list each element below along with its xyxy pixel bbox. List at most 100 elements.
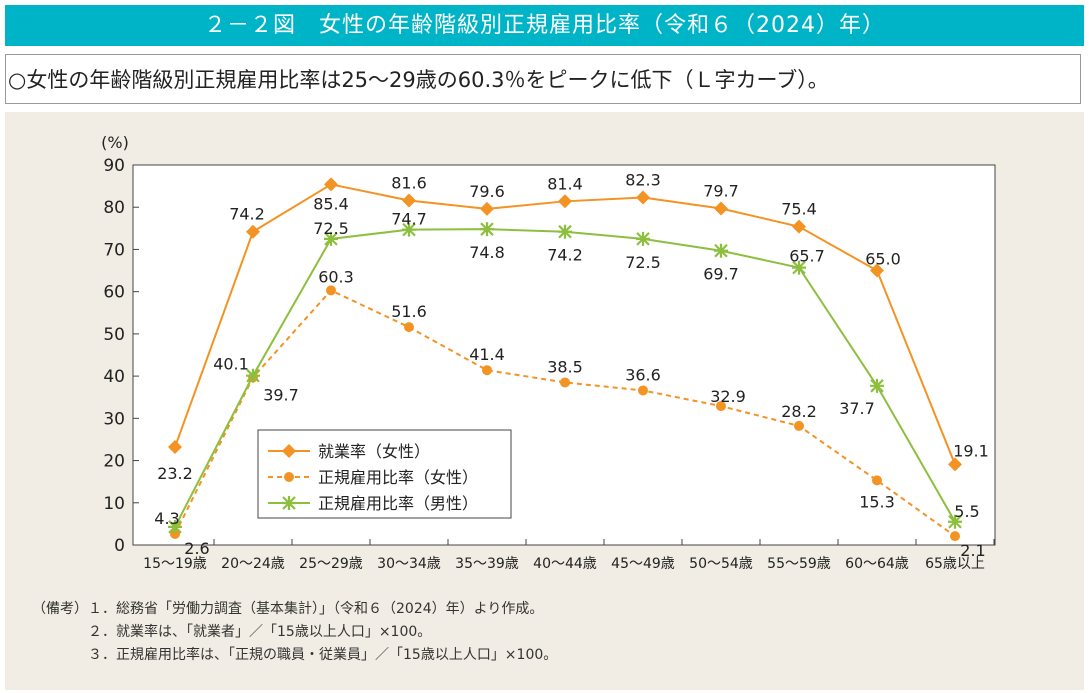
diamond-marker xyxy=(324,177,338,192)
y-axis-label: (%) xyxy=(101,133,129,152)
data-label: 2.6 xyxy=(184,539,209,558)
figure-title: ２－２図 女性の年齢階級別正規雇用比率（令和６（2024）年） xyxy=(5,5,1084,46)
series-line xyxy=(174,289,956,537)
circle-marker xyxy=(326,285,336,296)
data-label: 72.5 xyxy=(313,219,349,238)
asterisk-marker xyxy=(948,514,962,529)
data-label: 75.4 xyxy=(781,200,817,219)
asterisk-marker xyxy=(714,243,728,258)
asterisk-marker xyxy=(480,222,494,237)
x-tick-label: 25～29歳 xyxy=(299,556,363,572)
y-tick-label: 80 xyxy=(103,198,125,218)
summary-box: ○女性の年齢階級別正規雇用比率は25～29歳の60.3％をピークに低下（Ｌ字カー… xyxy=(5,54,1081,104)
data-label: 74.8 xyxy=(469,243,505,262)
y-tick-label: 20 xyxy=(103,452,125,472)
diamond-marker xyxy=(480,201,494,216)
note-2: ２．就業率は、「就業者」／「15歳以上人口」×100。 xyxy=(32,624,432,640)
data-label: 37.7 xyxy=(839,399,875,418)
data-label: 81.4 xyxy=(547,174,583,193)
data-label: 65.0 xyxy=(865,250,901,269)
asterisk-marker xyxy=(792,260,806,275)
asterisk-marker xyxy=(168,519,182,534)
data-label: 82.3 xyxy=(625,171,661,190)
diamond-marker xyxy=(948,457,962,472)
data-label: 74.2 xyxy=(229,205,265,224)
y-tick-label: 30 xyxy=(103,409,125,429)
y-tick-label: 50 xyxy=(103,325,125,345)
data-label: 2.1 xyxy=(960,541,985,560)
diamond-marker xyxy=(870,263,884,278)
y-tick-label: 0 xyxy=(114,536,125,556)
diamond-marker xyxy=(636,190,650,205)
asterisk-marker xyxy=(636,231,650,246)
x-tick-label: 60～64歳 xyxy=(845,556,909,572)
circle-marker xyxy=(170,529,180,540)
y-tick-label: 90 xyxy=(103,156,125,176)
circle-marker xyxy=(560,377,570,388)
asterisk-marker xyxy=(870,378,884,393)
data-label: 74.2 xyxy=(547,246,583,265)
note-3: ３．正規雇用比率は、「正規の職員・従業員」／「15歳以上人口」×100。 xyxy=(32,647,558,663)
asterisk-marker xyxy=(246,368,260,383)
x-tick-label: 15～19歳 xyxy=(143,556,207,572)
asterisk-marker xyxy=(282,496,296,510)
data-label: 28.2 xyxy=(781,402,817,421)
diamond-marker xyxy=(714,201,728,216)
data-label: 40.1 xyxy=(213,355,249,374)
asterisk-marker xyxy=(402,222,416,237)
asterisk-marker xyxy=(324,231,338,246)
circle-marker xyxy=(284,472,294,482)
y-tick-label: 10 xyxy=(103,494,125,514)
data-label: 15.3 xyxy=(859,492,895,511)
asterisk-marker xyxy=(558,224,572,239)
x-tick-label: 35～39歳 xyxy=(455,556,519,572)
data-label: 74.7 xyxy=(391,210,427,229)
data-label: 65.7 xyxy=(789,247,825,266)
notes: （備考）１．総務省「労働力調査（基本集計）」（令和６（2024）年）より作成。 … xyxy=(32,598,557,667)
diamond-marker xyxy=(558,194,572,209)
circle-marker xyxy=(404,322,414,333)
x-tick-label: 30～34歳 xyxy=(377,556,441,572)
x-tick-label: 55～59歳 xyxy=(767,556,831,572)
data-label: 85.4 xyxy=(313,194,349,213)
note-1: （備考）１．総務省「労働力調査（基本集計）」（令和６（2024）年）より作成。 xyxy=(32,601,544,617)
y-tick-label: 40 xyxy=(103,367,125,387)
circle-marker xyxy=(716,401,726,412)
data-label: 51.6 xyxy=(391,302,427,321)
data-label: 41.4 xyxy=(469,345,505,364)
legend-label: 就業率（女性） xyxy=(318,442,430,461)
data-label: 36.6 xyxy=(625,365,661,384)
legend-label: 正規雇用比率（女性） xyxy=(318,468,478,487)
y-tick-label: 60 xyxy=(103,283,125,303)
data-label: 23.2 xyxy=(157,464,193,483)
x-tick-label: 40～44歳 xyxy=(533,556,597,572)
x-tick-label: 65歳以上 xyxy=(925,556,985,572)
data-label: 79.7 xyxy=(703,181,739,200)
circle-marker xyxy=(482,365,492,376)
data-label: 4.3 xyxy=(154,509,179,528)
circle-marker xyxy=(638,385,648,396)
x-tick-label: 20～24歳 xyxy=(221,556,285,572)
data-label: 32.9 xyxy=(710,387,746,406)
data-label: 79.6 xyxy=(469,182,505,201)
x-tick-label: 50～54歳 xyxy=(689,556,753,572)
circle-marker xyxy=(872,475,882,486)
data-label: 39.7 xyxy=(263,385,299,404)
data-label: 38.5 xyxy=(547,357,583,376)
data-label: 19.1 xyxy=(953,441,989,460)
data-label: 69.7 xyxy=(703,265,739,284)
diamond-marker xyxy=(168,440,182,455)
diamond-marker xyxy=(792,219,806,234)
circle-marker xyxy=(794,420,804,431)
circle-marker xyxy=(950,531,960,542)
x-tick-label: 45～49歳 xyxy=(611,556,675,572)
legend-label: 正規雇用比率（男性） xyxy=(318,494,478,513)
data-label: 60.3 xyxy=(318,267,354,286)
y-tick-label: 70 xyxy=(103,240,125,260)
data-label: 5.5 xyxy=(954,502,979,521)
diamond-marker xyxy=(402,193,416,208)
data-label: 81.6 xyxy=(391,173,427,192)
diamond-marker xyxy=(246,224,260,239)
diamond-marker xyxy=(282,444,296,458)
